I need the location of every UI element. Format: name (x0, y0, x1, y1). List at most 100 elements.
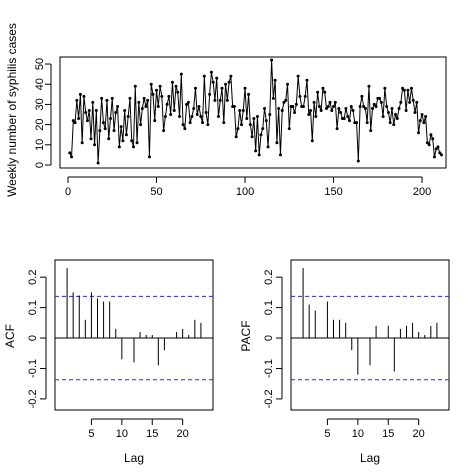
time-series-point (151, 92, 155, 96)
time-series-point (110, 96, 114, 100)
time-series-point (264, 119, 268, 123)
time-series-point (93, 143, 97, 147)
time-series-point (275, 141, 279, 145)
time-series-point (418, 119, 422, 123)
time-series-point (378, 96, 382, 100)
time-series-point (146, 98, 150, 102)
pacf-y-tick-label: -0.2 (263, 389, 275, 408)
pacf-y-tick-label: 0.1 (263, 300, 275, 315)
time-series-point (367, 84, 371, 88)
time-series-y-tick-label: 40 (34, 78, 46, 90)
time-series-point (144, 104, 148, 108)
time-series-point (162, 129, 166, 133)
time-series-point (351, 108, 355, 112)
time-series-point (397, 106, 401, 110)
time-series-point (319, 108, 323, 112)
time-series-point (222, 121, 226, 125)
time-series-point (438, 151, 442, 155)
time-series-point (316, 90, 320, 94)
time-series-point (232, 104, 236, 108)
time-series-y-tick-label: 0 (34, 162, 46, 168)
acf-y-tick-label: -0.2 (27, 389, 39, 408)
time-series-point (333, 100, 337, 104)
time-series-point (139, 123, 143, 127)
time-series-point (121, 139, 125, 143)
time-series-point (250, 135, 254, 139)
time-series-point (347, 119, 351, 123)
time-series-point (360, 94, 364, 98)
time-series-point (362, 104, 366, 108)
time-series-point (301, 104, 305, 108)
acf-y-axis: -0.2 -0.1 0 0.1 0.2 (27, 270, 47, 408)
time-series-point (408, 100, 412, 104)
time-series-point (126, 115, 130, 119)
time-series-point (434, 147, 438, 151)
time-series-point (149, 82, 153, 86)
time-series-point (248, 123, 252, 127)
pacf-y-axis-title: PACF (239, 320, 253, 351)
acf-y-tick-label: 0 (27, 335, 39, 341)
acf-y-axis-title: ACF (3, 324, 17, 348)
time-series-point (128, 96, 132, 100)
pacf-x-tick-label: 5 (324, 428, 330, 440)
time-series-point (218, 98, 222, 102)
acf-x-axis: 5 10 15 20 (88, 418, 189, 440)
time-series-point (307, 113, 311, 117)
time-series-point (291, 104, 295, 108)
time-series-point (239, 123, 243, 127)
time-series-point (195, 113, 199, 117)
time-series-point (206, 123, 210, 127)
time-series-point (431, 137, 435, 141)
acf-x-tick-label: 20 (177, 428, 189, 440)
time-series-point (286, 82, 290, 86)
time-series-point (344, 106, 348, 110)
time-series-point (309, 108, 313, 112)
time-series-point (91, 100, 95, 104)
time-series-point (165, 102, 169, 106)
time-series-panel: 0 10 20 30 40 50 0 50 100 150 200 Weekly number o… (5, 23, 447, 198)
time-series-point (117, 145, 121, 149)
time-series-point (411, 98, 415, 102)
acf-x-axis-title: Lag (124, 451, 144, 465)
time-series-point (379, 100, 383, 104)
pacf-plot-frame (290, 259, 450, 411)
time-series-point (266, 145, 270, 149)
time-series-point (71, 119, 75, 123)
time-series-point (213, 98, 217, 102)
time-series-point (247, 92, 251, 96)
time-series-point (96, 161, 100, 165)
time-series-point (209, 70, 213, 74)
time-series-point (179, 72, 183, 76)
time-series-point (190, 115, 194, 119)
pacf-y-axis: -0.2 -0.1 0 0.1 0.2 (263, 270, 283, 408)
time-series-point (427, 143, 431, 147)
time-series-point (78, 92, 82, 96)
acf-x-tick-label: 5 (88, 428, 94, 440)
time-series-point (273, 78, 277, 82)
time-series-point (339, 111, 343, 114)
time-series-point (208, 92, 212, 96)
time-series-point (201, 121, 205, 125)
time-series-point (202, 74, 206, 78)
pacf-y-tick-label: 0 (263, 335, 275, 341)
time-series-point (402, 88, 406, 92)
time-series-point (215, 76, 219, 80)
time-series-point (332, 104, 336, 108)
time-series-point (372, 102, 376, 106)
time-series-point (432, 155, 436, 159)
time-series-point (236, 127, 240, 131)
time-series-point (80, 141, 84, 145)
acf-plot-frame (54, 259, 214, 411)
time-series-point (167, 94, 171, 98)
time-series-point (356, 159, 360, 163)
pacf-y-tick-label: -0.1 (263, 359, 275, 378)
time-series-point (163, 115, 167, 119)
acf-panel: -0.2 -0.1 0 0.1 0.2 5 10 15 20 ACF Lag (3, 259, 214, 465)
time-series-point (284, 98, 288, 102)
time-series-point (424, 115, 428, 119)
time-series-y-tick-label: 50 (34, 58, 46, 70)
time-series-point (112, 129, 116, 133)
time-series-point (188, 121, 192, 125)
time-series-point (365, 121, 369, 125)
time-series-y-axis-title: Weekly number of syphilis cases (5, 23, 19, 197)
